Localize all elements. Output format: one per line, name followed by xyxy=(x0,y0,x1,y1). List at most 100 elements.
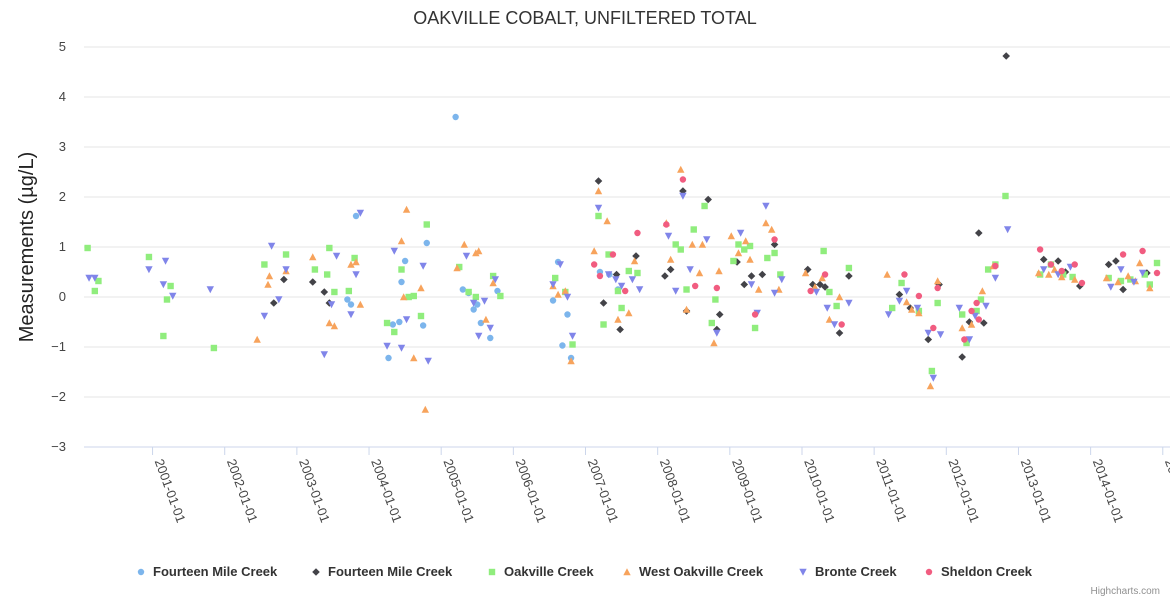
data-point[interactable] xyxy=(895,290,904,299)
data-point[interactable] xyxy=(590,247,598,255)
data-point[interactable] xyxy=(1117,277,1125,285)
data-point[interactable] xyxy=(713,329,721,337)
data-point[interactable] xyxy=(1146,284,1154,292)
data-point[interactable] xyxy=(703,236,711,244)
data-point[interactable] xyxy=(397,237,406,245)
data-point[interactable] xyxy=(261,261,268,268)
data-point[interactable] xyxy=(549,297,557,304)
data-point[interactable] xyxy=(275,296,283,304)
legend-marker[interactable] xyxy=(137,568,145,576)
data-point[interactable] xyxy=(210,344,218,352)
legend-item[interactable]: Bronte Creek xyxy=(799,564,897,579)
data-point[interactable] xyxy=(845,264,853,272)
data-point[interactable] xyxy=(845,272,853,280)
data-point[interactable] xyxy=(902,287,911,295)
data-point[interactable] xyxy=(1036,246,1044,253)
data-point[interactable] xyxy=(1054,257,1062,265)
data-point[interactable] xyxy=(1071,261,1078,268)
data-point[interactable] xyxy=(159,281,168,289)
data-point[interactable] xyxy=(469,299,478,307)
data-point[interactable] xyxy=(605,251,612,258)
data-point[interactable] xyxy=(807,287,814,295)
data-point[interactable] xyxy=(405,293,412,301)
data-point[interactable] xyxy=(751,324,759,332)
data-point[interactable] xyxy=(552,274,559,282)
data-point[interactable] xyxy=(556,261,564,269)
data-point[interactable] xyxy=(308,278,317,286)
data-point[interactable] xyxy=(628,276,637,284)
legend-item[interactable]: Oakville Creek xyxy=(488,564,595,579)
data-point[interactable] xyxy=(311,266,319,273)
data-point[interactable] xyxy=(325,319,334,327)
data-point[interactable] xyxy=(924,335,933,344)
data-point[interactable] xyxy=(482,315,490,323)
data-point[interactable] xyxy=(383,319,391,327)
data-point[interactable] xyxy=(762,202,770,210)
data-point[interactable] xyxy=(1039,255,1048,264)
data-point[interactable] xyxy=(968,307,975,315)
data-point[interactable] xyxy=(600,321,607,328)
data-point[interactable] xyxy=(777,271,784,278)
data-point[interactable] xyxy=(1069,273,1076,281)
legend-marker[interactable] xyxy=(488,568,496,576)
data-point[interactable] xyxy=(486,324,494,332)
data-point[interactable] xyxy=(1058,267,1065,275)
data-point[interactable] xyxy=(169,292,177,300)
data-point[interactable] xyxy=(971,312,979,320)
data-point[interactable] xyxy=(967,320,976,328)
data-point[interactable] xyxy=(1119,251,1127,258)
data-point[interactable] xyxy=(594,187,603,195)
data-point[interactable] xyxy=(735,241,742,248)
data-point[interactable] xyxy=(704,195,712,204)
data-point[interactable] xyxy=(679,192,687,200)
data-point[interactable] xyxy=(710,339,718,347)
data-point[interactable] xyxy=(352,271,360,279)
data-point[interactable] xyxy=(747,281,756,289)
data-point[interactable] xyxy=(634,229,641,237)
data-point[interactable] xyxy=(1058,273,1066,281)
data-point[interactable] xyxy=(564,311,571,318)
data-point[interactable] xyxy=(383,342,391,350)
data-point[interactable] xyxy=(973,299,980,307)
data-point[interactable] xyxy=(326,244,333,252)
data-point[interactable] xyxy=(559,342,566,349)
data-point[interactable] xyxy=(955,304,963,312)
data-point[interactable] xyxy=(758,270,767,279)
data-point[interactable] xyxy=(845,299,853,307)
data-point[interactable] xyxy=(160,332,167,340)
data-point[interactable] xyxy=(823,304,831,312)
data-point[interactable] xyxy=(770,289,779,297)
legend-label[interactable]: Fourteen Mile Creek xyxy=(328,564,453,579)
data-point[interactable] xyxy=(497,292,504,300)
data-point[interactable] xyxy=(679,176,687,183)
data-point[interactable] xyxy=(1124,272,1132,280)
data-point[interactable] xyxy=(767,225,776,233)
data-point[interactable] xyxy=(453,264,461,272)
data-point[interactable] xyxy=(666,265,675,274)
data-point[interactable] xyxy=(926,382,935,390)
data-point[interactable] xyxy=(1047,261,1055,268)
legend-marker[interactable] xyxy=(799,568,807,576)
data-point[interactable] xyxy=(599,299,608,307)
data-point[interactable] xyxy=(833,302,840,310)
data-point[interactable] xyxy=(734,249,743,257)
data-point[interactable] xyxy=(423,239,430,247)
data-point[interactable] xyxy=(762,219,770,227)
data-point[interactable] xyxy=(356,300,365,308)
data-point[interactable] xyxy=(677,165,685,173)
data-point[interactable] xyxy=(958,353,966,361)
data-point[interactable] xyxy=(567,357,575,365)
legend-item[interactable]: West Oakville Creek xyxy=(623,564,764,579)
data-point[interactable] xyxy=(980,319,988,327)
data-point[interactable] xyxy=(1153,269,1161,277)
data-point[interactable] xyxy=(594,204,603,212)
data-point[interactable] xyxy=(625,309,633,317)
data-point[interactable] xyxy=(491,276,500,284)
data-point[interactable] xyxy=(85,274,93,282)
data-point[interactable] xyxy=(320,351,328,359)
legend-item[interactable]: Fourteen Mile Creek xyxy=(137,564,278,579)
data-point[interactable] xyxy=(672,241,679,248)
data-point[interactable] xyxy=(902,298,911,306)
data-point[interactable] xyxy=(569,341,576,348)
data-point[interactable] xyxy=(1050,265,1059,273)
